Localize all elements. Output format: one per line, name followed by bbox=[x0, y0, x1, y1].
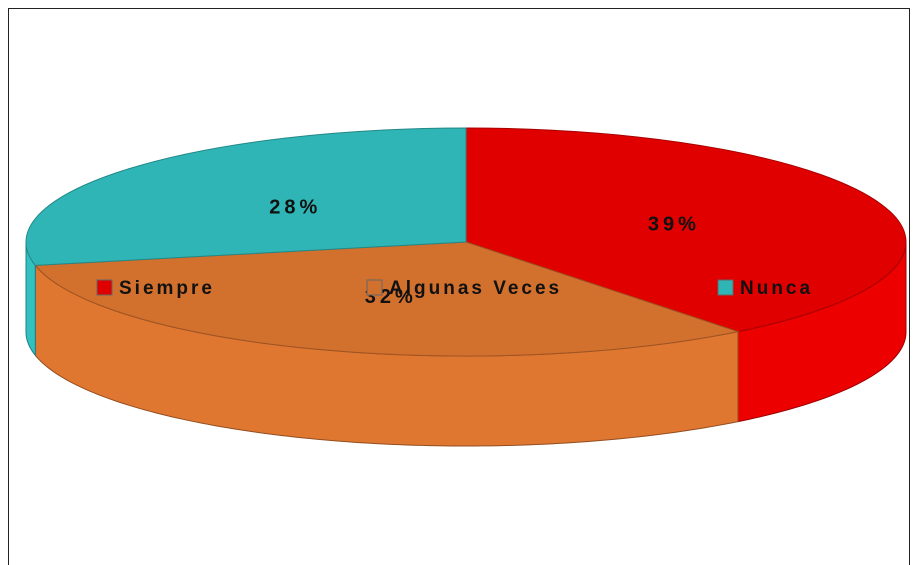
data-label: 28% bbox=[269, 196, 321, 218]
legend-swatch bbox=[366, 279, 383, 296]
legend-swatch bbox=[96, 279, 113, 296]
slice bbox=[34, 241, 740, 357]
data-label: 39% bbox=[648, 214, 700, 236]
legend-swatch bbox=[717, 279, 734, 296]
legend-label: Nunca bbox=[740, 278, 813, 299]
legend-label: Siempre bbox=[119, 278, 215, 299]
slice bbox=[25, 127, 467, 266]
legend-label: Algunas Veces bbox=[389, 278, 562, 299]
slice bbox=[465, 127, 907, 333]
